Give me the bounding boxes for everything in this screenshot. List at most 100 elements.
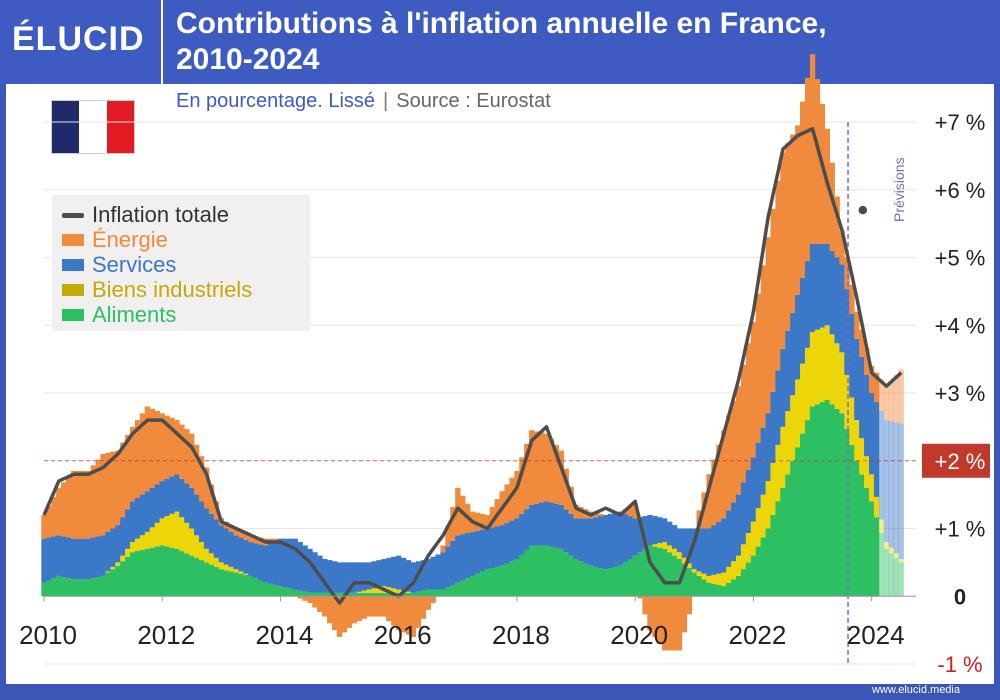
bar-biens-industriels xyxy=(785,411,791,475)
bar-energie xyxy=(356,596,362,622)
bar-services xyxy=(504,522,510,564)
bar-energie xyxy=(514,470,520,519)
bar-aliments xyxy=(543,545,550,597)
bar-services xyxy=(218,525,225,563)
bar-biens-industriels xyxy=(888,547,895,554)
bar-aliments xyxy=(726,582,732,597)
bar-energie xyxy=(130,426,136,502)
bar-aliments xyxy=(277,586,284,597)
bar-services xyxy=(346,562,353,593)
bar-energie xyxy=(322,596,328,617)
bar-biens-industriels xyxy=(809,332,816,407)
bar-energie xyxy=(341,596,348,633)
bar-services xyxy=(356,562,362,592)
bar-services xyxy=(642,516,648,549)
bar-biens-industriels xyxy=(149,527,156,548)
forecast-label: Prévisions xyxy=(891,157,907,222)
bar-energie xyxy=(474,512,481,531)
bar-energie xyxy=(819,103,826,244)
bar-services xyxy=(533,503,540,546)
bar-aliments xyxy=(474,573,481,597)
bar-aliments xyxy=(159,545,165,597)
bar-aliments xyxy=(696,575,702,597)
bar-biens-industriels xyxy=(711,574,717,584)
bar-energie xyxy=(765,237,771,414)
bar-services xyxy=(553,503,560,548)
bar-aliments xyxy=(292,589,298,597)
elucid-logo: ÉLUCID xyxy=(12,20,145,58)
bar-services xyxy=(711,525,717,575)
subtitle: En pourcentage. Lissé | Source : Eurostat xyxy=(176,90,551,113)
bar-energie xyxy=(154,411,160,485)
bar-aliments xyxy=(681,563,688,597)
bar-energie xyxy=(450,507,456,541)
bar-aliments xyxy=(637,552,643,597)
bar-energie xyxy=(538,432,545,503)
bar-aliments xyxy=(647,545,653,597)
x-tick-label: 2020 xyxy=(610,620,668,650)
bar-energie xyxy=(203,467,210,509)
bar-services xyxy=(420,560,427,591)
bar-services xyxy=(297,542,303,591)
bar-aliments xyxy=(735,575,742,597)
bar-energie xyxy=(706,474,712,529)
bar-services xyxy=(144,491,151,532)
bar-aliments xyxy=(130,552,136,597)
bar-services xyxy=(366,562,372,590)
bar-services xyxy=(854,338,860,421)
bar-services xyxy=(75,538,82,580)
bar-aliments xyxy=(632,555,638,597)
bar-aliments xyxy=(671,555,678,597)
bar-biens-industriels xyxy=(800,363,806,434)
bar-aliments xyxy=(883,548,890,597)
bar-services xyxy=(213,519,220,558)
bar-aliments xyxy=(770,514,776,597)
bar-energie xyxy=(346,596,353,628)
bar-biens-industriels xyxy=(405,591,412,593)
bar-biens-industriels xyxy=(238,571,244,574)
bar-energie xyxy=(795,125,801,295)
bar-aliments xyxy=(745,562,752,597)
bar-aliments xyxy=(174,548,180,597)
bar-energie xyxy=(90,465,96,538)
bar-energie xyxy=(405,596,412,635)
bar-services xyxy=(253,543,259,579)
bar-biens-industriels xyxy=(726,566,732,583)
bar-energie xyxy=(376,596,382,617)
bar-services xyxy=(519,513,525,555)
bar-aliments xyxy=(775,501,781,597)
bar-services xyxy=(70,538,77,580)
bar-aliments xyxy=(760,537,766,597)
bar-aliments xyxy=(253,578,259,597)
bar-energie xyxy=(233,528,239,536)
bar-services xyxy=(184,483,190,523)
bar-aliments xyxy=(346,592,353,597)
bar-energie xyxy=(317,596,323,613)
bar-energie xyxy=(351,596,358,624)
bar-services xyxy=(598,516,604,569)
bar-energie xyxy=(770,208,776,392)
bar-biens-industriels xyxy=(804,347,811,421)
bar-energie xyxy=(676,596,683,651)
bar-services xyxy=(721,518,727,573)
bar-services xyxy=(701,528,707,574)
bar-services xyxy=(65,537,72,579)
bar-energie xyxy=(61,482,67,537)
legend-swatch-inflation-totale xyxy=(62,212,84,218)
bar-aliments xyxy=(469,575,476,597)
bar-energie xyxy=(731,400,737,503)
bar-services xyxy=(134,498,141,539)
bar-services xyxy=(583,518,589,564)
bar-services xyxy=(282,538,289,588)
bar-aliments xyxy=(450,584,456,597)
bar-services xyxy=(139,494,146,536)
bar-biens-industriels xyxy=(391,588,397,593)
bar-aliments xyxy=(854,460,860,597)
bar-biens-industriels xyxy=(740,544,747,570)
bar-services xyxy=(652,516,658,545)
legend-swatch-energie xyxy=(62,234,84,246)
bar-biens-industriels xyxy=(770,463,776,515)
bar-services xyxy=(795,294,801,380)
bar-energie xyxy=(410,596,417,637)
bar-energie xyxy=(800,101,806,278)
